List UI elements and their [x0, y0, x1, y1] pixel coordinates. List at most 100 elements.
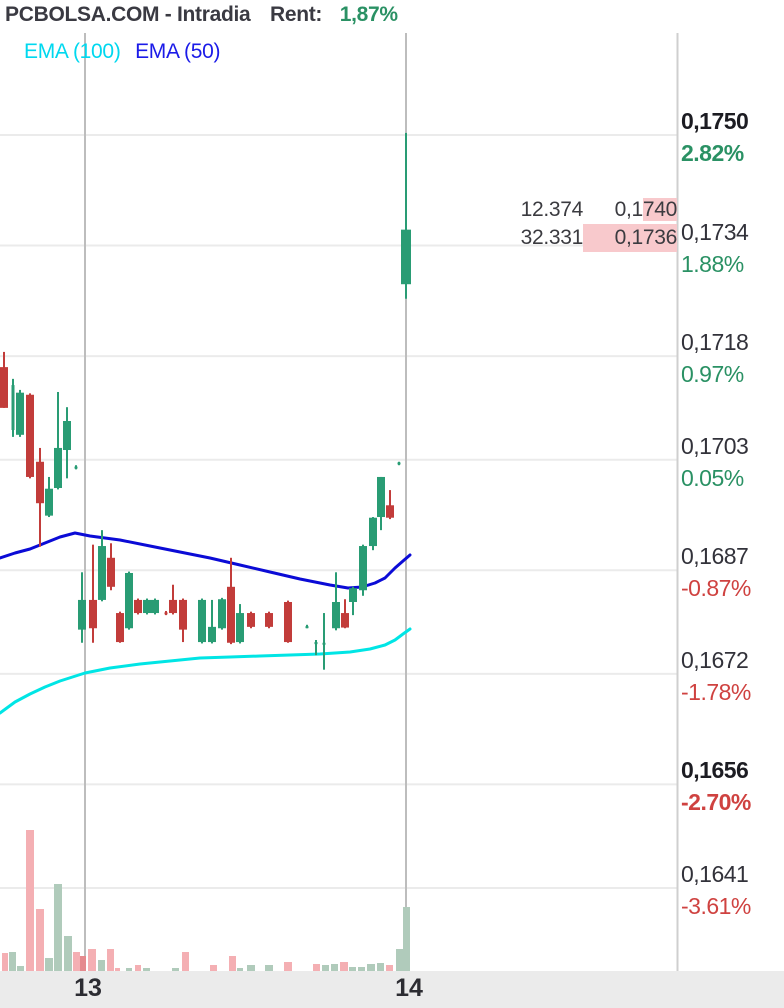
- candle-body: [341, 613, 349, 628]
- percent-axis-label: 1.88%: [681, 251, 744, 277]
- percent-axis-label: -0.87%: [681, 575, 751, 601]
- order-book-row-bid: 32.331 0,1736: [487, 224, 677, 252]
- candle-body: [26, 394, 34, 477]
- candle-wick: [323, 613, 325, 670]
- order-price: 0,1740: [614, 198, 677, 221]
- candle-body: [377, 476, 385, 518]
- volume-bar: [340, 962, 348, 971]
- volume-bar: [229, 956, 236, 971]
- candle-body: [134, 599, 142, 614]
- candle-body: [397, 462, 401, 465]
- candle-body: [305, 626, 309, 629]
- price-axis: 0,1750 2.82% 0,1734 1.88% 0,1718 0.97% 0,1703 0…: [681, 0, 784, 1008]
- volume-bar: [182, 952, 189, 971]
- candle-wick: [389, 490, 391, 520]
- volume-bar: [73, 952, 80, 971]
- candle-body: [236, 613, 244, 643]
- volume-bar: [349, 967, 356, 971]
- volume-bar: [143, 968, 150, 971]
- candle-body: [265, 613, 273, 627]
- volume-bar: [17, 966, 24, 971]
- candle-wick: [405, 132, 407, 299]
- candle-body: [218, 599, 226, 629]
- volume-bar: [172, 968, 179, 971]
- percent-axis-label: -1.78%: [681, 679, 751, 705]
- candle-body: [332, 601, 340, 629]
- page-title: PCBOLSA.COM - Intradia: [5, 3, 251, 26]
- percent-axis-label: 2.82%: [681, 140, 744, 166]
- candle-body: [322, 642, 326, 645]
- percent-axis-label: 0.05%: [681, 465, 744, 491]
- ema100-line: [0, 627, 412, 715]
- price-axis-label: 0,1656: [681, 757, 749, 783]
- candle-body: [208, 626, 216, 643]
- volume-bar: [80, 956, 86, 971]
- candle-body: [369, 517, 377, 547]
- candle-body: [78, 599, 86, 630]
- candle-body: [107, 557, 115, 587]
- candle-body: [359, 546, 367, 591]
- candle-body: [314, 642, 318, 645]
- candle-body: [143, 599, 151, 614]
- volume-bar: [54, 884, 62, 971]
- candle-body: [0, 367, 8, 408]
- order-book-row-ask: 12.374 0,1740: [487, 196, 677, 223]
- price-axis-label: 0,1641: [681, 861, 749, 887]
- candle-body: [401, 229, 411, 285]
- legend-ema100: EMA (100): [24, 40, 121, 63]
- price-axis-label: 0,1672: [681, 647, 749, 673]
- volume-bar: [358, 967, 365, 971]
- ema-legend: EMA (100) EMA (50): [24, 40, 221, 64]
- price-axis-label: 0,1750: [681, 108, 749, 134]
- volume-bar: [98, 960, 105, 971]
- price-axis-label: 0,1718: [681, 329, 749, 355]
- percent-axis-label: -2.70%: [681, 789, 751, 815]
- candle-body: [116, 613, 124, 643]
- candle-body: [179, 599, 187, 630]
- volume-bar: [377, 963, 384, 971]
- candle-wick: [315, 639, 317, 656]
- volume-bar: [265, 965, 273, 971]
- ema50-line: [0, 531, 412, 590]
- candle-wick: [335, 572, 337, 631]
- candle-body: [36, 461, 44, 504]
- volume-bar: [331, 964, 338, 971]
- volume-bar: [64, 936, 72, 971]
- volume-bar: [126, 968, 132, 971]
- volume-bar: [107, 949, 114, 971]
- candle-wick: [92, 544, 94, 643]
- volume-bar: [247, 965, 255, 971]
- volume-bar: [135, 965, 141, 971]
- candle-body: [284, 601, 292, 643]
- x-tick-label: 13: [74, 974, 102, 1002]
- order-price: 0,1736: [583, 224, 677, 252]
- candle-body: [11, 385, 15, 430]
- percent-axis-label: -3.61%: [681, 893, 751, 919]
- candle-body: [247, 613, 255, 627]
- candle-body: [63, 421, 71, 451]
- candle-body: [169, 599, 177, 614]
- volume-bar: [322, 965, 329, 971]
- volume-bar: [210, 965, 217, 971]
- volume-bar: [9, 952, 16, 971]
- volume-bar: [386, 965, 393, 971]
- candle-body: [151, 599, 159, 614]
- volume-bar: [284, 962, 292, 971]
- candle-wick: [57, 391, 59, 490]
- order-size: 32.331: [520, 226, 584, 249]
- candle-body: [349, 588, 357, 602]
- volume-bar: [88, 949, 96, 971]
- rent-value: 1,87%: [339, 3, 398, 26]
- volume-bar: [396, 949, 403, 971]
- volume-bar: [2, 953, 8, 971]
- time-axis: 13 14: [0, 971, 784, 1008]
- candle-body: [198, 599, 206, 643]
- candle-body: [16, 392, 24, 435]
- order-size: 12.374: [520, 198, 584, 221]
- candle-body: [45, 488, 53, 516]
- volume-bar: [26, 830, 34, 971]
- candle-wick: [172, 584, 174, 615]
- volume-bar: [403, 907, 410, 971]
